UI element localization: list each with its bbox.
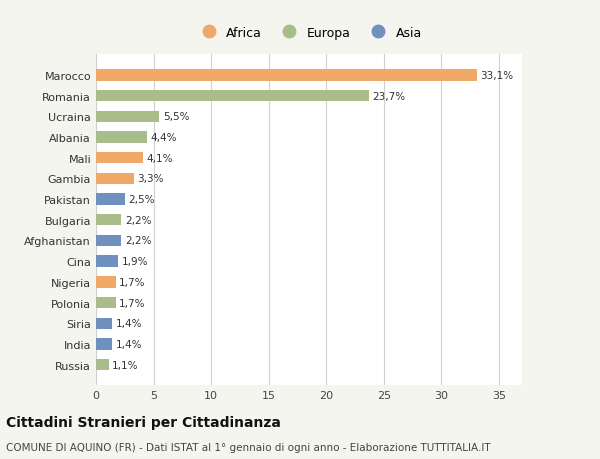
- Text: 5,5%: 5,5%: [163, 112, 189, 122]
- Legend: Africa, Europa, Asia: Africa, Europa, Asia: [191, 22, 427, 45]
- Bar: [96, 339, 112, 350]
- Text: Cittadini Stranieri per Cittadinanza: Cittadini Stranieri per Cittadinanza: [6, 415, 281, 429]
- Text: 2,5%: 2,5%: [128, 195, 155, 205]
- Bar: [96, 318, 112, 329]
- Bar: [96, 235, 121, 246]
- Text: 33,1%: 33,1%: [481, 71, 514, 81]
- Bar: [96, 215, 121, 226]
- Text: COMUNE DI AQUINO (FR) - Dati ISTAT al 1° gennaio di ogni anno - Elaborazione TUT: COMUNE DI AQUINO (FR) - Dati ISTAT al 1°…: [6, 442, 491, 452]
- Bar: [96, 91, 369, 102]
- Text: 4,4%: 4,4%: [150, 133, 176, 143]
- Text: 1,4%: 1,4%: [116, 319, 142, 329]
- Bar: [96, 174, 134, 185]
- Bar: [96, 132, 146, 143]
- Bar: [96, 194, 125, 205]
- Text: 1,1%: 1,1%: [112, 360, 139, 370]
- Text: 1,7%: 1,7%: [119, 277, 146, 287]
- Text: 23,7%: 23,7%: [373, 91, 406, 101]
- Bar: [96, 297, 116, 308]
- Text: 3,3%: 3,3%: [137, 174, 164, 184]
- Bar: [96, 359, 109, 370]
- Text: 1,9%: 1,9%: [121, 257, 148, 267]
- Text: 2,2%: 2,2%: [125, 236, 151, 246]
- Bar: [96, 256, 118, 267]
- Bar: [96, 112, 160, 123]
- Text: 4,1%: 4,1%: [146, 153, 173, 163]
- Bar: [96, 277, 116, 288]
- Text: 1,4%: 1,4%: [116, 339, 142, 349]
- Bar: [96, 153, 143, 164]
- Text: 1,7%: 1,7%: [119, 298, 146, 308]
- Text: 2,2%: 2,2%: [125, 215, 151, 225]
- Bar: [96, 70, 477, 81]
